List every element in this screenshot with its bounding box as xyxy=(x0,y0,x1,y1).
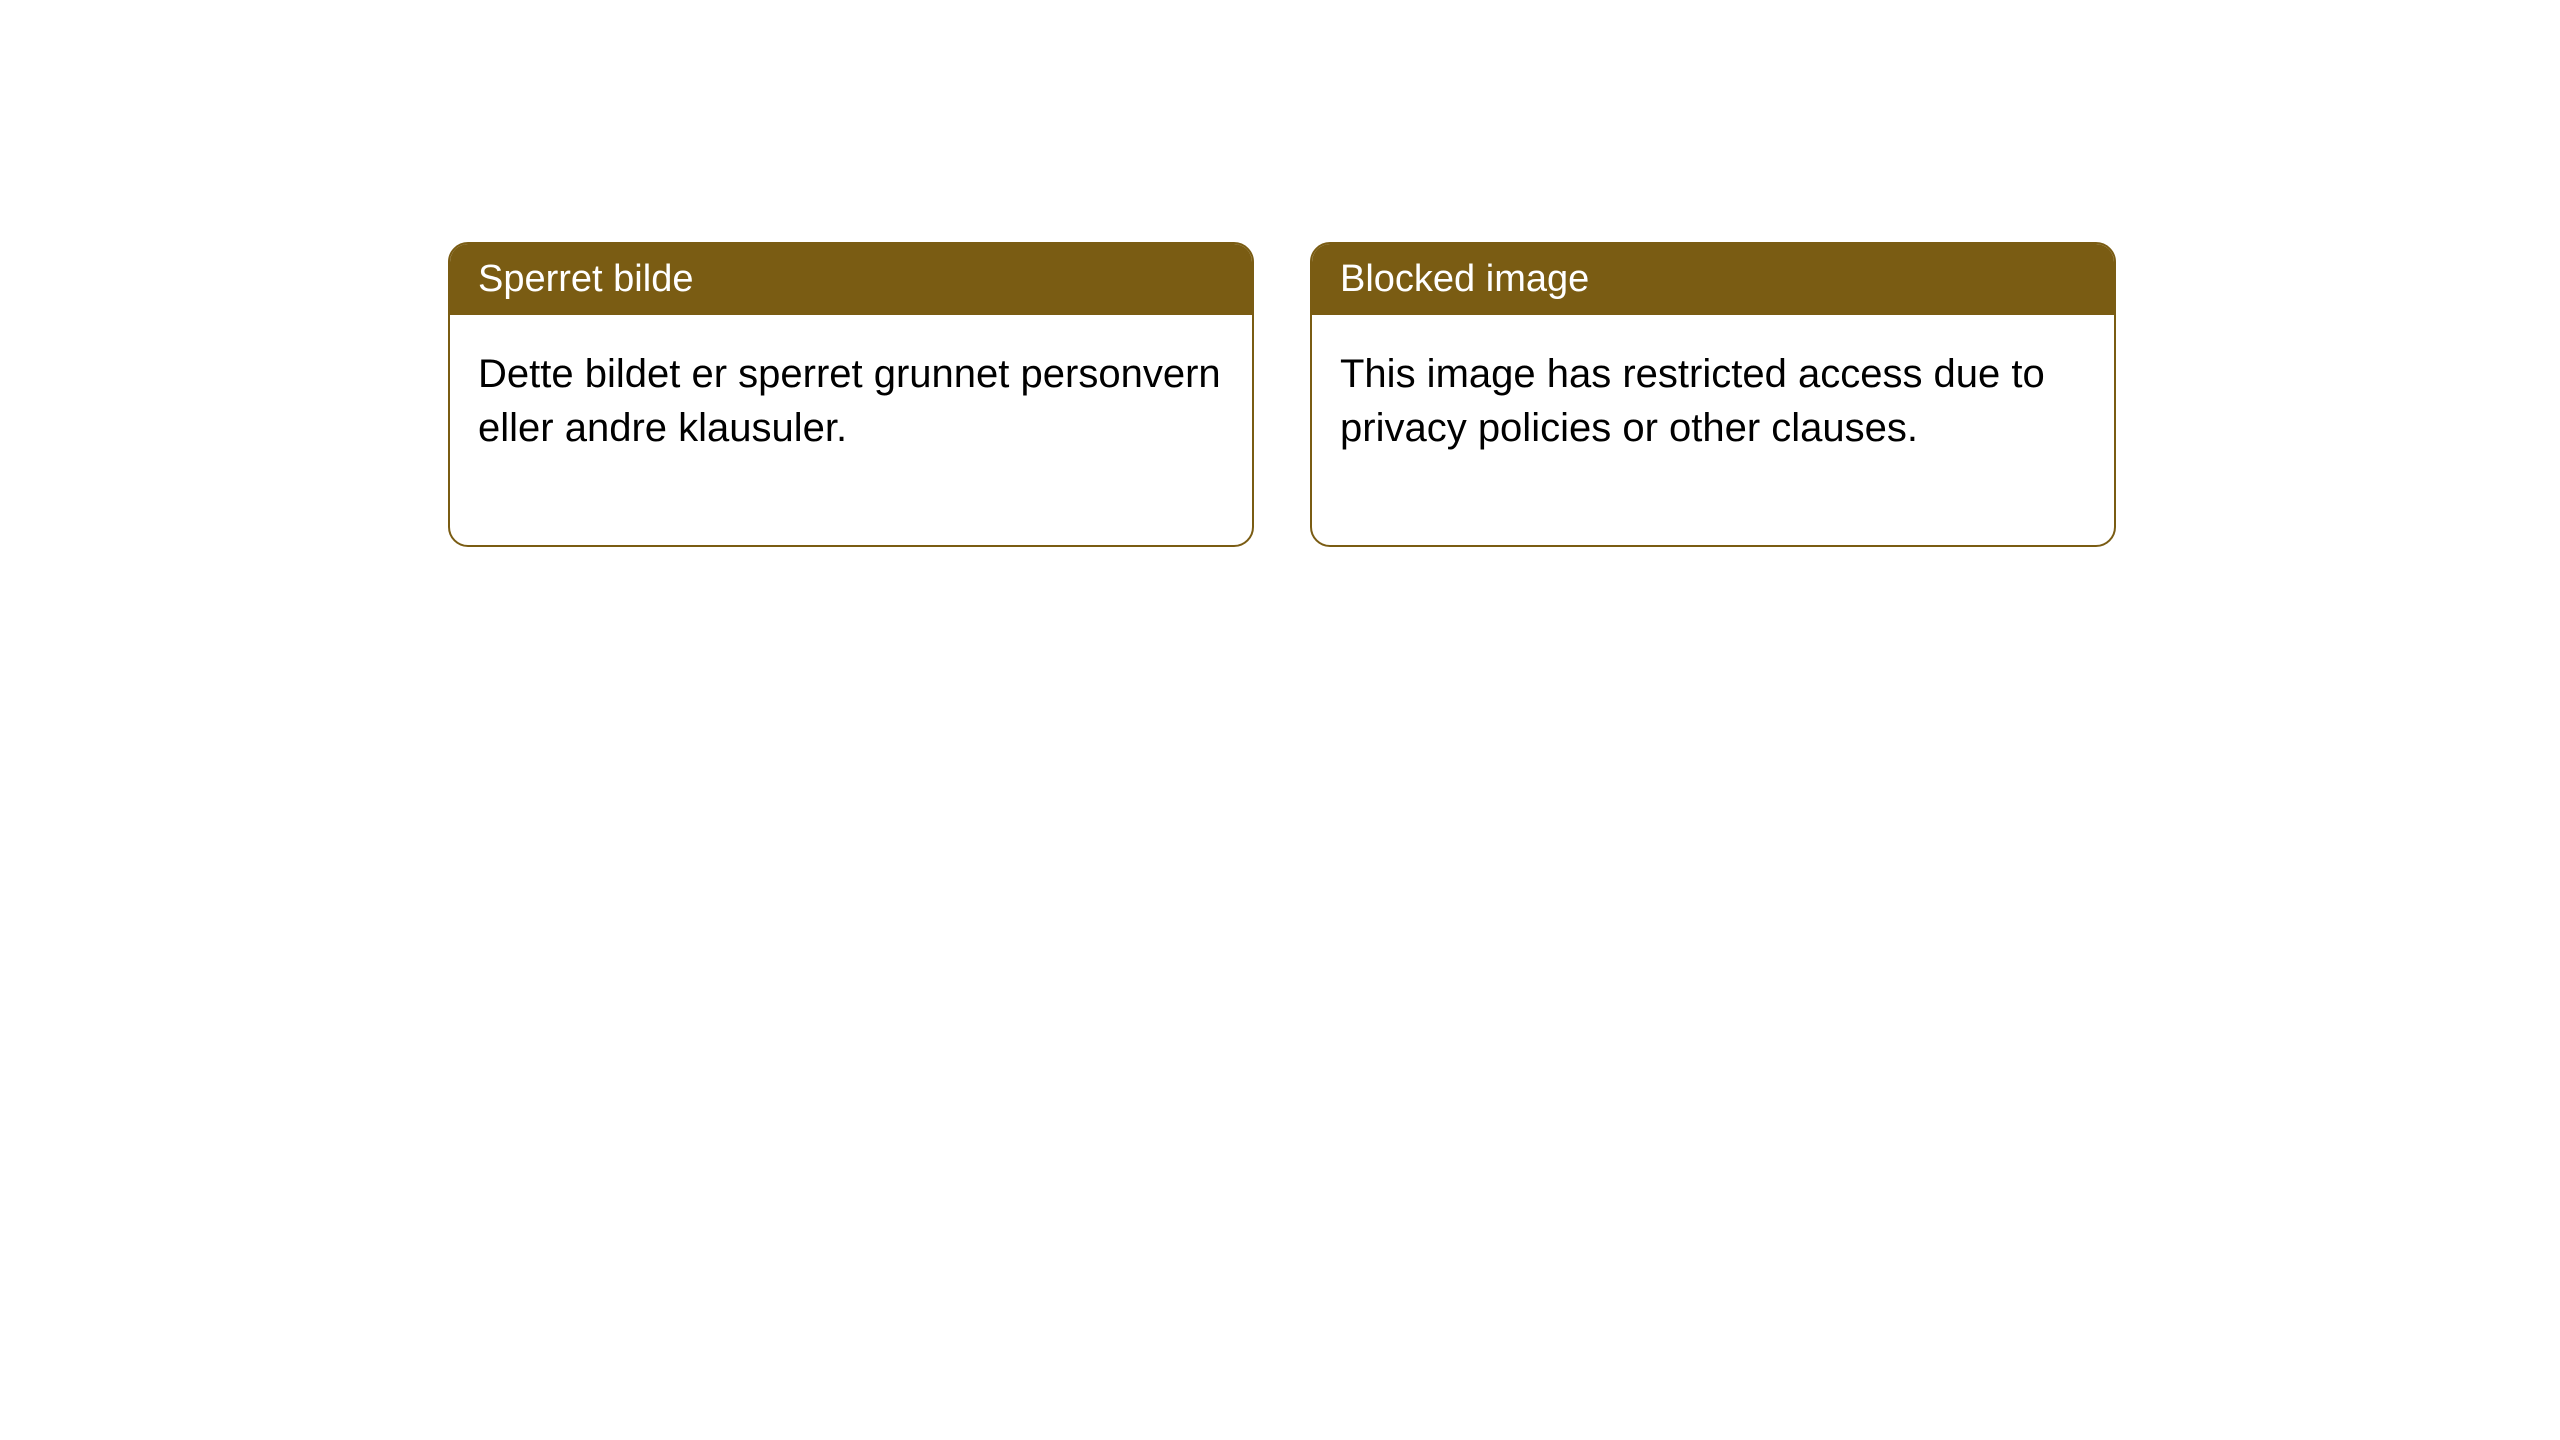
card-header: Blocked image xyxy=(1312,244,2114,315)
card-body-text: This image has restricted access due to … xyxy=(1340,352,2045,450)
card-body: This image has restricted access due to … xyxy=(1312,315,2114,545)
card-title: Sperret bilde xyxy=(478,258,693,300)
card-header: Sperret bilde xyxy=(450,244,1252,315)
blocked-image-card-no: Sperret bilde Dette bildet er sperret gr… xyxy=(448,242,1254,547)
card-title: Blocked image xyxy=(1340,258,1589,300)
card-body-text: Dette bildet er sperret grunnet personve… xyxy=(478,352,1221,450)
card-body: Dette bildet er sperret grunnet personve… xyxy=(450,315,1252,545)
blocked-image-card-en: Blocked image This image has restricted … xyxy=(1310,242,2116,547)
notice-container: Sperret bilde Dette bildet er sperret gr… xyxy=(0,0,2560,547)
